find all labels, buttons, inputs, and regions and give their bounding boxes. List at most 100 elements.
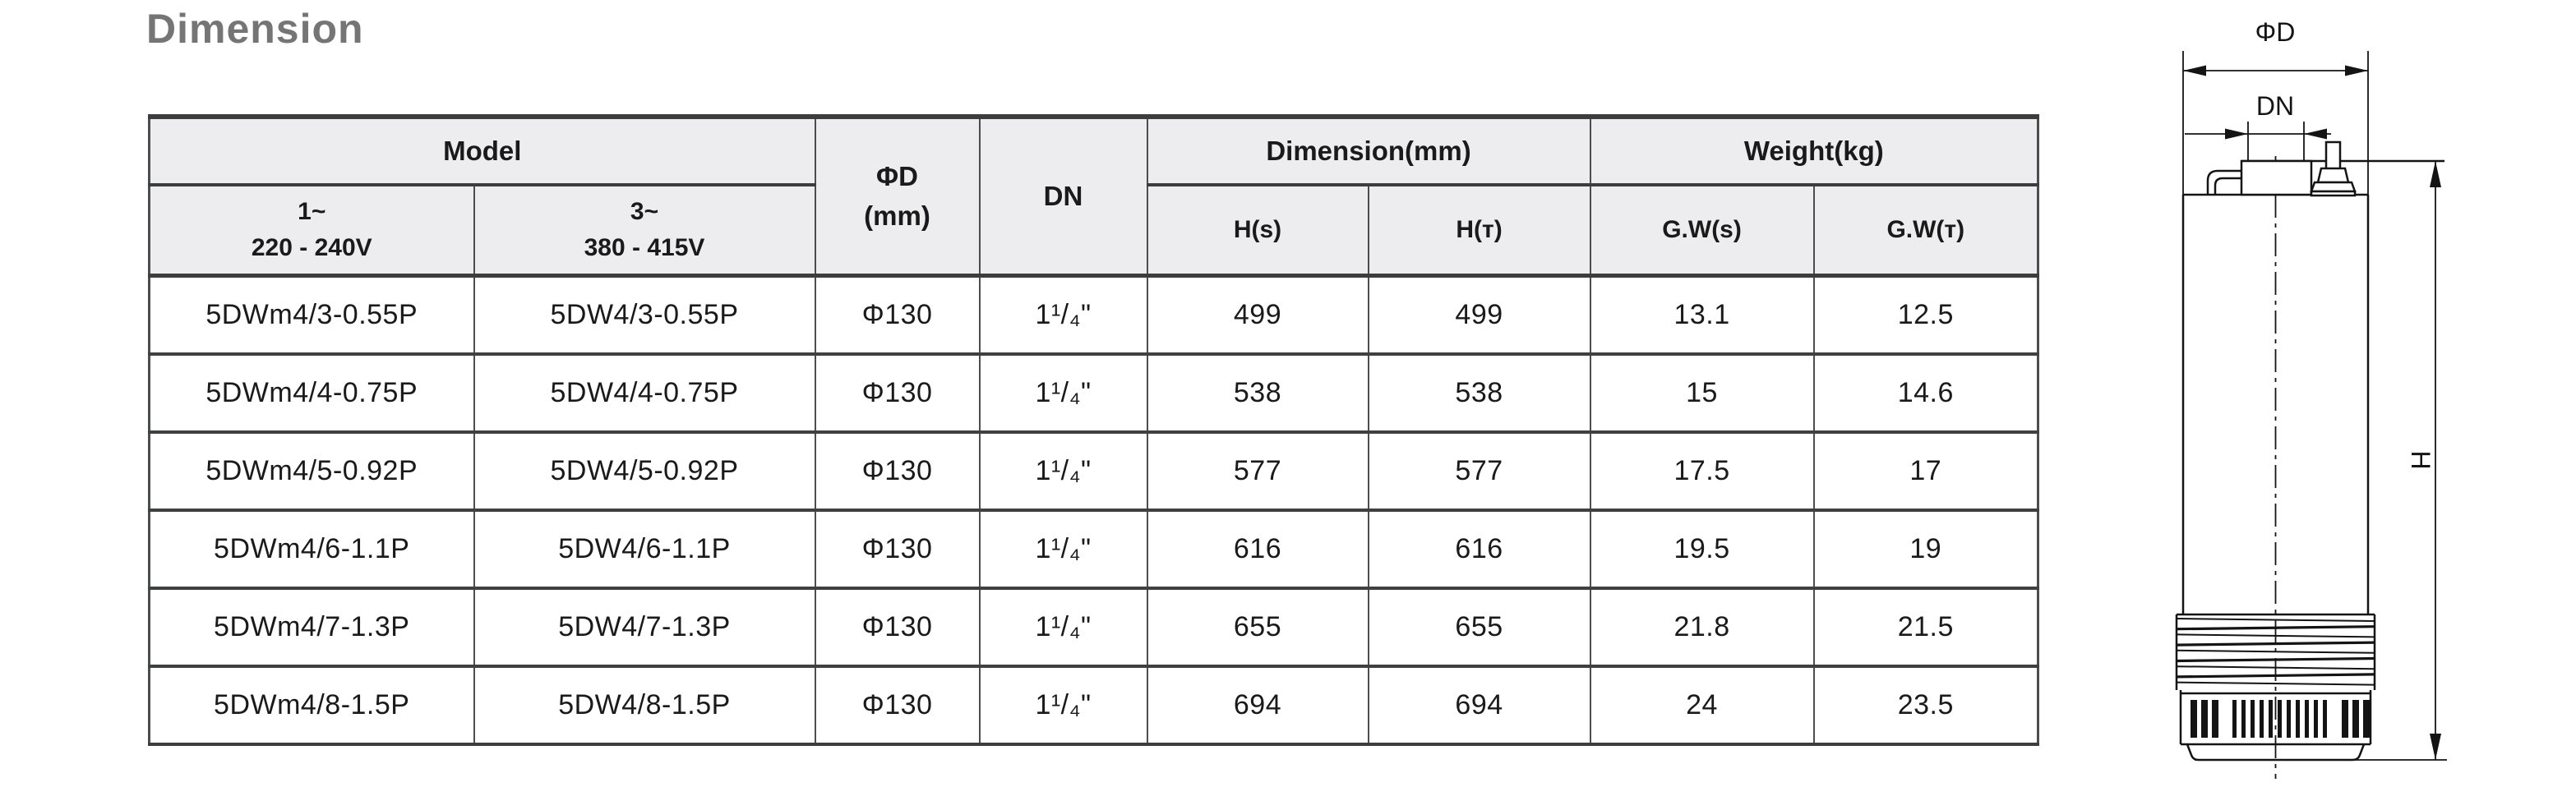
cell-h-t: 655 xyxy=(1367,587,1591,668)
cell-gw-t: 12.5 xyxy=(1812,275,2039,356)
cell-model-3ph: 5DW4/8-1.5P xyxy=(473,665,816,744)
cell-phi-d: Φ130 xyxy=(814,275,981,356)
cell-gw-s: 13.1 xyxy=(1589,275,1815,356)
pump-strainer xyxy=(2179,690,2372,746)
table-header: Model ΦD (mm) DN Dimension(mm) Weight(kg… xyxy=(148,117,2039,278)
cell-gw-s: 17.5 xyxy=(1589,431,1815,512)
header-row-2: 1~ 220 - 240V 3~ 380 - 415V H(s) H(ᴛ) G.… xyxy=(148,185,2039,278)
pump-foot xyxy=(2186,743,2366,762)
thread-line xyxy=(2176,649,2375,654)
cell-gw-t: 21.5 xyxy=(1812,587,2039,668)
table-row: 5DWm4/7-1.3P 5DW4/7-1.3P Φ130 1¹/₄" 655 … xyxy=(148,587,2039,668)
strainer-slot xyxy=(2251,700,2255,738)
cell-h-s: 694 xyxy=(1146,665,1369,744)
cell-phi-d: Φ130 xyxy=(814,509,981,590)
diagram-dn-label: DN xyxy=(2256,91,2294,121)
cell-gw-t: 14.6 xyxy=(1812,353,2039,434)
strainer-slot xyxy=(2363,700,2370,738)
strainer-slot xyxy=(2232,700,2237,738)
arrow-right-icon xyxy=(2225,128,2248,140)
pump-outline-drawing: ΦD DN H xyxy=(2175,17,2447,779)
cell-dn: 1¹/₄" xyxy=(978,431,1148,512)
arrow-right-icon xyxy=(2345,65,2368,76)
pump-outlet xyxy=(2310,140,2357,197)
arrow-left-icon xyxy=(2183,65,2206,76)
thread-line xyxy=(2176,656,2375,663)
cell-h-t: 499 xyxy=(1367,275,1591,356)
cell-dn: 1¹/₄" xyxy=(978,665,1148,744)
dimension-table: Model ΦD (mm) DN Dimension(mm) Weight(kg… xyxy=(148,114,2040,746)
page-title: Dimension xyxy=(146,6,364,52)
voltage-1-label: 220 - 240V xyxy=(251,233,372,261)
phi-d-dimension: ΦD xyxy=(2182,17,2369,195)
col-header-gw-t: G.W(ᴛ) xyxy=(1812,185,2039,278)
cell-model-3ph: 5DW4/5-0.92P xyxy=(473,431,816,512)
cell-gw-s: 15 xyxy=(1589,353,1815,434)
cell-model-3ph: 5DW4/6-1.1P xyxy=(473,509,816,590)
cell-h-t: 616 xyxy=(1367,509,1591,590)
strainer-slot xyxy=(2323,700,2327,738)
thread-line xyxy=(2176,681,2375,686)
col-header-h-s: H(s) xyxy=(1146,185,1369,278)
col-header-weight: Weight(kg) xyxy=(1589,117,2039,186)
col-header-dimension: Dimension(mm) xyxy=(1146,117,1591,186)
cell-model-1ph: 5DWm4/7-1.3P xyxy=(148,587,475,668)
col-header-model-1ph: 1~ 220 - 240V xyxy=(148,185,475,278)
thread-line xyxy=(2176,665,2375,670)
col-header-phi-d: ΦD (mm) xyxy=(814,117,981,278)
strainer-slot xyxy=(2305,700,2309,738)
cell-model-1ph: 5DWm4/6-1.1P xyxy=(148,509,475,590)
table-row: 5DWm4/8-1.5P 5DW4/8-1.5P Φ130 1¹/₄" 694 … xyxy=(148,665,2039,744)
thread-line xyxy=(2176,625,2375,631)
thread-line xyxy=(2176,618,2375,622)
thread-line xyxy=(2176,641,2375,647)
cell-gw-s: 24 xyxy=(1589,665,1815,744)
table-row: 5DWm4/3-0.55P 5DW4/3-0.55P Φ130 1¹/₄" 49… xyxy=(148,275,2039,356)
diagram-h-label: H xyxy=(2406,450,2435,469)
cell-model-3ph: 5DW4/7-1.3P xyxy=(473,587,816,668)
strainer-slot xyxy=(2352,700,2359,738)
phi-d-symbol: ΦD xyxy=(876,160,918,191)
diagram-phi-d-label: ΦD xyxy=(2255,17,2296,47)
table-row: 5DWm4/5-0.92P 5DW4/5-0.92P Φ130 1¹/₄" 57… xyxy=(148,431,2039,512)
strainer-slot xyxy=(2212,700,2218,738)
cell-gw-t: 17 xyxy=(1812,431,2039,512)
cell-phi-d: Φ130 xyxy=(814,353,981,434)
col-header-gw-s: G.W(s) xyxy=(1589,185,1815,278)
col-header-dn: DN xyxy=(978,117,1148,278)
strainer-slot xyxy=(2191,700,2197,738)
strainer-slot xyxy=(2241,700,2246,738)
cell-gw-t: 23.5 xyxy=(1812,665,2039,744)
cell-h-t: 577 xyxy=(1367,431,1591,512)
cell-model-3ph: 5DW4/4-0.75P xyxy=(473,353,816,434)
col-header-model: Model xyxy=(148,117,816,186)
cell-phi-d: Φ130 xyxy=(814,431,981,512)
cell-phi-d: Φ130 xyxy=(814,665,981,744)
strainer-slot xyxy=(2287,700,2291,738)
header-row-1: Model ΦD (mm) DN Dimension(mm) Weight(kg… xyxy=(148,117,2039,278)
cell-gw-s: 21.8 xyxy=(1589,587,1815,668)
pump-threads xyxy=(2175,613,2376,690)
phase-3-label: 3~ xyxy=(630,198,659,226)
table-row: 5DWm4/4-0.75P 5DW4/4-0.75P Φ130 1¹/₄" 53… xyxy=(148,353,2039,434)
arrow-down-icon xyxy=(2430,734,2441,760)
cell-dn: 1¹/₄" xyxy=(978,587,1148,668)
voltage-3-label: 380 - 415V xyxy=(584,233,705,261)
cell-h-s: 655 xyxy=(1146,587,1369,668)
cell-dn: 1¹/₄" xyxy=(978,275,1148,356)
pump-handle xyxy=(2206,169,2241,195)
strainer-slot xyxy=(2260,700,2264,738)
strainer-slot xyxy=(2201,700,2208,738)
strainer-slot xyxy=(2342,700,2348,738)
col-header-model-3ph: 3~ 380 - 415V xyxy=(473,185,816,278)
strainer-slot xyxy=(2278,700,2282,738)
phi-d-unit: (mm) xyxy=(864,200,930,231)
cell-dn: 1¹/₄" xyxy=(978,353,1148,434)
pump-handle-inner xyxy=(2214,177,2241,195)
strainer-slot xyxy=(2269,700,2273,738)
strainer-slot xyxy=(2314,700,2318,738)
cell-gw-s: 19.5 xyxy=(1589,509,1815,590)
cell-model-1ph: 5DWm4/3-0.55P xyxy=(148,275,475,356)
cell-h-s: 616 xyxy=(1146,509,1369,590)
